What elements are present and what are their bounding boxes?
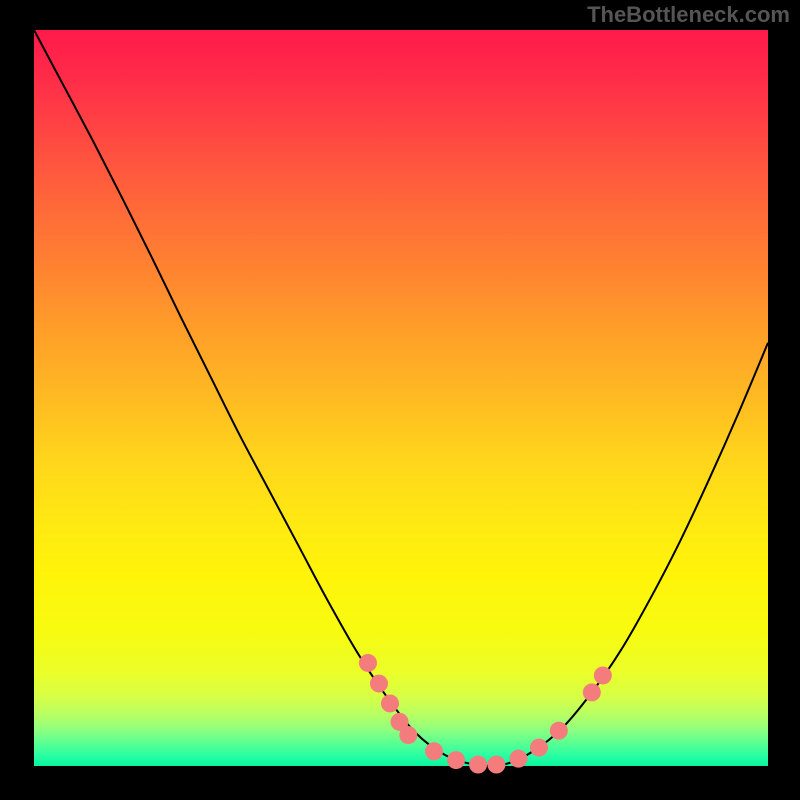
data-marker: [381, 694, 399, 712]
data-marker: [399, 726, 417, 744]
data-marker: [359, 654, 377, 672]
data-marker: [370, 675, 388, 693]
data-marker: [583, 683, 601, 701]
data-marker: [550, 722, 568, 740]
chart-frame: TheBottleneck.com: [0, 0, 800, 800]
data-marker: [530, 739, 548, 757]
data-marker: [447, 751, 465, 769]
data-marker: [594, 666, 612, 684]
data-marker: [487, 756, 505, 774]
data-marker: [469, 756, 487, 774]
chart-canvas: [0, 0, 800, 800]
data-marker: [509, 750, 527, 768]
plot-background: [34, 30, 768, 766]
data-marker: [425, 742, 443, 760]
